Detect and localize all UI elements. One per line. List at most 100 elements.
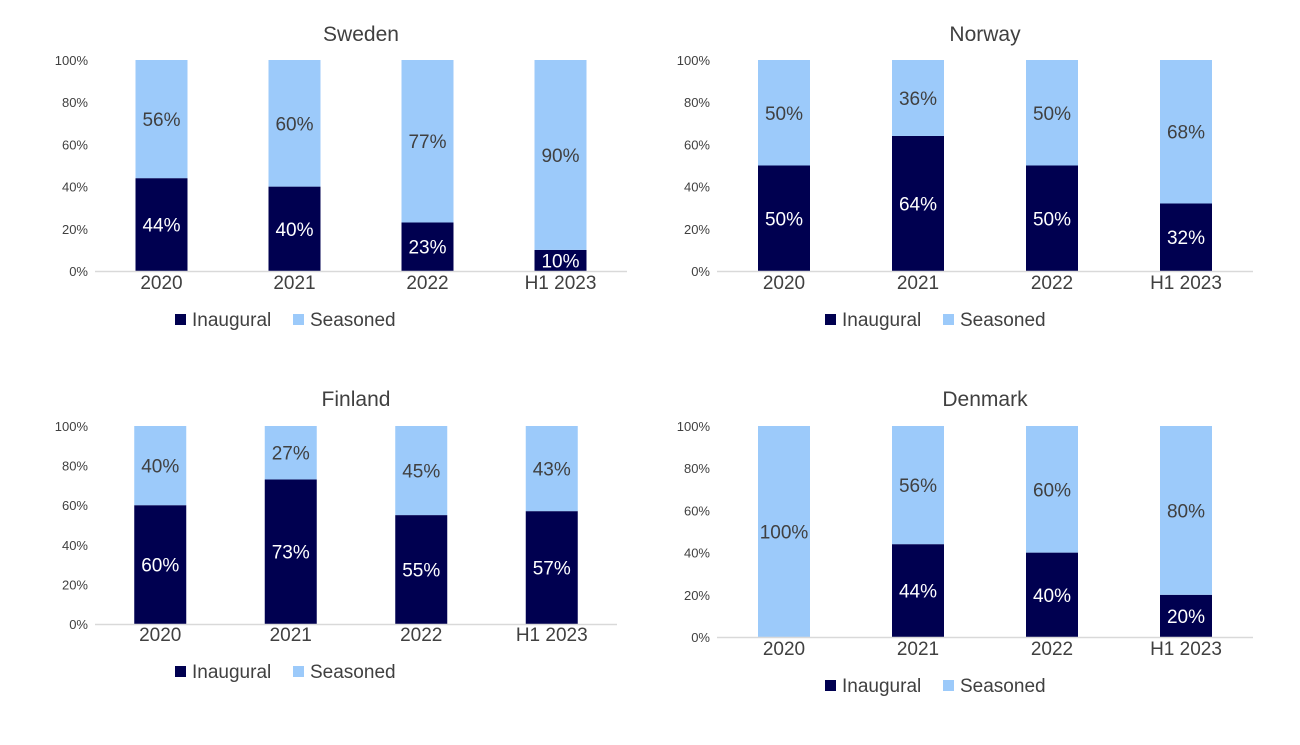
data-label-seasoned: 50% (765, 104, 803, 125)
bar-inaugural (395, 515, 448, 624)
data-label-seasoned: 45% (402, 462, 440, 483)
legend-label: Inaugural (842, 676, 921, 697)
data-label-inaugural: 23% (408, 238, 446, 259)
y-tick-label: 60% (684, 137, 710, 152)
legend-swatch (175, 314, 186, 325)
bar-seasoned (892, 426, 944, 545)
data-label-seasoned: 56% (899, 476, 937, 497)
legend-swatch (293, 314, 304, 325)
data-label-inaugural: 60% (141, 556, 179, 577)
data-label-seasoned: 56% (142, 110, 180, 131)
x-tick-label: 2022 (400, 625, 442, 646)
legend-label: Inaugural (192, 662, 271, 683)
data-label-seasoned: 60% (1033, 480, 1071, 501)
bar-seasoned (268, 60, 321, 187)
bar-seasoned (892, 60, 944, 136)
bar-inaugural (1160, 203, 1212, 271)
legend-label: Seasoned (960, 310, 1046, 331)
legend-swatch (943, 680, 954, 691)
bar-seasoned (758, 426, 810, 637)
data-label-seasoned: 36% (899, 89, 937, 110)
x-tick-label: 2022 (1031, 639, 1073, 660)
chart-svg: Finland 0% 20% 40% 60% 80% 100% 60% 40% 2020 73% 27… (55, 388, 617, 683)
chart-svg: Norway 0% 20% 40% 60% 80% 100% 50% 50% 2020 64% 36%… (677, 23, 1253, 331)
legend-seasoned: Seasoned (293, 310, 396, 331)
bar-inaugural (534, 249, 587, 271)
legend-seasoned: Seasoned (943, 310, 1046, 331)
bar-inaugural (1026, 165, 1078, 271)
data-label-seasoned: 27% (272, 444, 310, 465)
data-label-inaugural: 10% (541, 251, 579, 272)
x-tick-label: 2020 (763, 273, 805, 294)
legend-swatch (175, 666, 186, 677)
y-tick-label: 20% (684, 588, 710, 603)
chart-title: Denmark (942, 388, 1028, 411)
bar-seasoned (401, 60, 454, 223)
bar-inaugural (1026, 552, 1078, 637)
x-tick-label: H1 2023 (1150, 273, 1222, 294)
y-tick-label: 40% (684, 546, 710, 561)
legend-swatch (825, 314, 836, 325)
bar-seasoned (395, 426, 448, 516)
y-tick-label: 40% (684, 180, 710, 195)
bar-seasoned (134, 426, 187, 506)
bar-seasoned (525, 426, 578, 512)
x-tick-label: 2021 (273, 273, 315, 294)
bar-seasoned (534, 60, 587, 250)
legend-swatch (293, 666, 304, 677)
bar-inaugural (264, 479, 317, 624)
data-label-seasoned: 80% (1167, 501, 1205, 522)
legend-label: Seasoned (960, 676, 1046, 697)
y-tick-label: 20% (62, 222, 88, 237)
y-tick-label: 80% (684, 461, 710, 476)
chart-title: Norway (949, 23, 1021, 46)
bar-inaugural (525, 511, 578, 624)
y-tick-label: 0% (69, 617, 88, 632)
chart-title: Sweden (323, 23, 399, 46)
x-tick-label: 2022 (1031, 273, 1073, 294)
bar-inaugural (268, 186, 321, 271)
chart-denmark: Denmark 0% 20% 40% 60% 80% 100% 100% 2020 44% 56% 2… (650, 380, 1300, 745)
data-label-seasoned: 60% (275, 114, 313, 135)
x-tick-label: H1 2023 (1150, 639, 1222, 660)
bar-inaugural (134, 505, 187, 624)
bar-seasoned (758, 60, 810, 166)
data-label-inaugural: 73% (272, 543, 310, 564)
x-tick-label: H1 2023 (525, 273, 597, 294)
data-label-inaugural: 40% (275, 220, 313, 241)
bar-inaugural (758, 165, 810, 271)
y-tick-label: 40% (62, 180, 88, 195)
data-label-inaugural: 50% (1033, 209, 1071, 230)
bar-inaugural (892, 544, 944, 637)
y-tick-label: 0% (69, 264, 88, 279)
legend-seasoned: Seasoned (943, 676, 1046, 697)
legend-inaugural: Inaugural (175, 310, 271, 331)
legend-inaugural: Inaugural (175, 662, 271, 683)
data-label-inaugural: 57% (533, 559, 571, 580)
bar-seasoned (1026, 426, 1078, 553)
bar-inaugural (135, 178, 188, 271)
y-tick-label: 0% (691, 630, 710, 645)
data-label-inaugural: 64% (899, 194, 937, 215)
x-tick-label: 2020 (140, 273, 182, 294)
data-label-seasoned: 90% (541, 146, 579, 167)
legend-label: Seasoned (310, 662, 396, 683)
data-label-seasoned: 77% (408, 132, 446, 153)
y-tick-label: 80% (62, 459, 88, 474)
x-tick-label: H1 2023 (516, 625, 588, 646)
legend-label: Seasoned (310, 310, 396, 331)
bar-seasoned (1160, 60, 1212, 204)
data-label-inaugural: 20% (1167, 607, 1205, 628)
y-tick-label: 20% (684, 222, 710, 237)
legend-inaugural: Inaugural (825, 310, 921, 331)
x-tick-label: 2022 (406, 273, 448, 294)
y-tick-label: 100% (55, 53, 89, 68)
chart-svg: Denmark 0% 20% 40% 60% 80% 100% 100% 2020 44% 56% 2… (677, 388, 1253, 697)
data-label-seasoned: 100% (760, 523, 809, 544)
y-tick-label: 100% (677, 53, 711, 68)
legend-label: Inaugural (192, 310, 271, 331)
data-label-inaugural: 44% (142, 216, 180, 237)
chart-title: Finland (322, 388, 391, 411)
chart-finland: Finland 0% 20% 40% 60% 80% 100% 60% 40% 2020 73% 27… (0, 380, 650, 745)
bar-seasoned (135, 60, 188, 179)
